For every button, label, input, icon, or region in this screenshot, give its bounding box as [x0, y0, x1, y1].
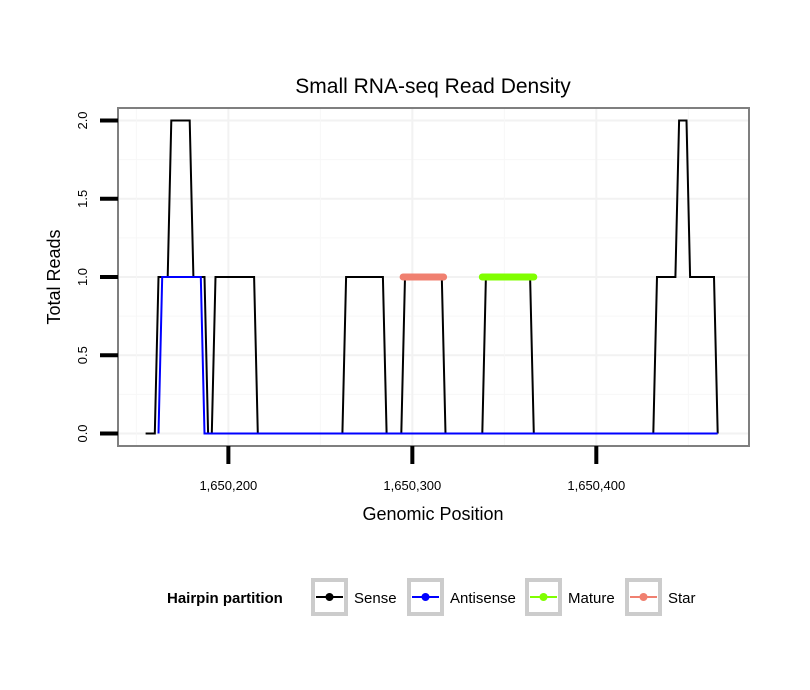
legend-key-mature [525, 578, 562, 616]
y-tick-label: 2.0 [75, 111, 90, 129]
y-axis-label: Total Reads [44, 229, 64, 324]
legend-key-dot-antisense [421, 593, 430, 601]
series-lines [145, 119, 719, 435]
legend: Hairpin partition Sense Antisense Mature St… [167, 578, 696, 616]
x-tick-label: 1,650,300 [383, 478, 441, 493]
y-tick-label: 0.5 [75, 346, 90, 364]
x-tick-label: 1,650,400 [567, 478, 625, 493]
x-tick-label: 1,650,200 [199, 478, 257, 493]
y-tick-label: 1.5 [75, 190, 90, 208]
y-axis: 0.0 0.5 1.0 1.5 2.0 [75, 111, 118, 443]
legend-label-star: Star [668, 590, 696, 607]
legend-label-antisense: Antisense [450, 590, 516, 607]
series-line-antisense [157, 276, 718, 435]
legend-label-mature: Mature [568, 590, 615, 607]
legend-label-sense: Sense [354, 590, 397, 607]
x-axis: 1,650,200 1,650,300 1,650,400 [199, 446, 625, 493]
legend-key-dot-star [639, 593, 648, 601]
y-tick-label: 0.0 [75, 424, 90, 442]
chart-title: Small RNA-seq Read Density [295, 75, 571, 98]
y-tick-label: 1.0 [75, 268, 90, 286]
x-axis-label: Genomic Position [362, 504, 503, 524]
legend-title: Hairpin partition [167, 590, 283, 607]
legend-key-dot-mature [539, 593, 548, 601]
legend-key-dot-sense [325, 593, 334, 601]
